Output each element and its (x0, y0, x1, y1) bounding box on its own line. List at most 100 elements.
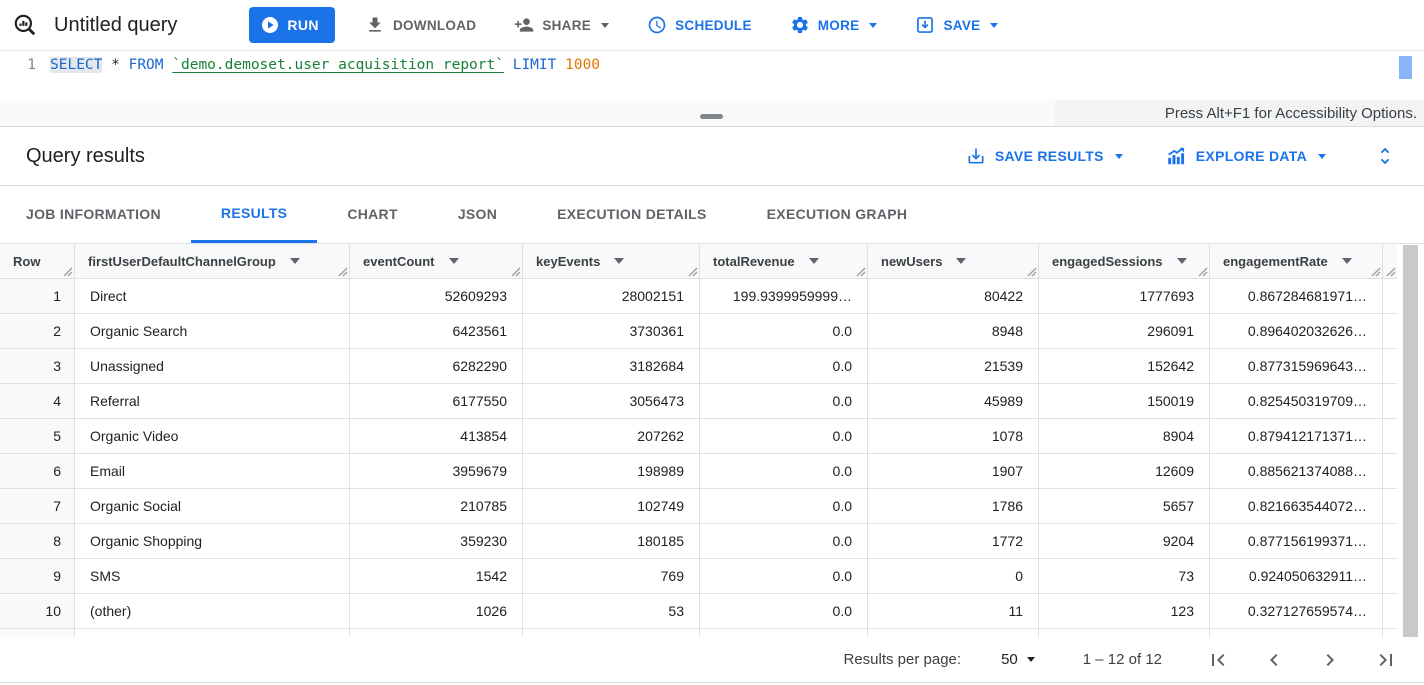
chevron-down-icon (1318, 153, 1326, 159)
save-results-button[interactable]: SAVE RESULTS (966, 146, 1123, 166)
table-cell: 3730361 (523, 314, 700, 349)
sql-code-line[interactable]: 1 SELECT * FROM `demo.demoset.user_acqui… (0, 55, 1424, 76)
first-page-button[interactable] (1206, 648, 1230, 672)
sort-caret-icon[interactable] (1176, 258, 1187, 264)
splitter-drag-handle[interactable] (700, 114, 723, 119)
next-page-button[interactable] (1318, 648, 1342, 672)
table-row: 11Paid Social9371940.0691.0 (0, 629, 1424, 637)
table-cell: 198989 (523, 454, 700, 489)
table-cell: 0.0 (700, 454, 868, 489)
sort-caret-icon[interactable] (448, 258, 459, 264)
tab-json[interactable]: JSON (457, 206, 498, 222)
accessibility-hint: Press Alt+F1 for Accessibility Options. (1054, 100, 1424, 126)
table-vertical-scrollbar[interactable] (1403, 245, 1418, 637)
sort-caret-icon[interactable] (808, 258, 819, 264)
table-cell: 150019 (1039, 384, 1210, 419)
sort-caret-icon[interactable] (289, 258, 300, 264)
tab-execution-details[interactable]: EXECUTION DETAILS (557, 206, 707, 222)
chevron-left-icon (1270, 653, 1278, 666)
column-header-label: Row (13, 253, 41, 269)
table-cell: 296091 (1039, 314, 1210, 349)
column-resize-handle[interactable] (338, 267, 348, 277)
previous-page-button[interactable] (1262, 648, 1286, 672)
page-size-select[interactable]: 50 (1001, 651, 1035, 668)
table-cell: 0.0 (700, 419, 868, 454)
table-cell: 0.0 (700, 384, 868, 419)
table-cell: 1078 (868, 419, 1039, 454)
table-row: 1 Direct 52609293 28002151 199.9399959999… 80… (0, 279, 1424, 314)
query-title: Untitled query (54, 13, 178, 36)
save-button[interactable]: SAVE (907, 7, 1006, 43)
editor-scrollbar-thumb[interactable] (1399, 56, 1412, 79)
column-header-row[interactable]: Row (0, 244, 75, 279)
tab-job-information[interactable]: JOB INFORMATION (26, 206, 161, 222)
share-button[interactable]: SHARE (506, 7, 617, 43)
row-number-cell: 5 (0, 419, 75, 454)
query-tab-icon (12, 12, 38, 38)
table-cell: 1542 (350, 559, 523, 594)
column-resize-handle[interactable] (511, 267, 521, 277)
run-button[interactable]: RUN (249, 7, 335, 43)
table-cell: Paid Social (75, 629, 350, 637)
column-resize-handle[interactable] (1198, 267, 1208, 277)
table-cell: 6423561 (350, 314, 523, 349)
schedule-button[interactable]: SCHEDULE (639, 7, 760, 43)
sort-caret-icon[interactable] (614, 258, 625, 264)
tab-results[interactable]: RESULTS (190, 186, 318, 243)
sort-caret-icon[interactable] (956, 258, 967, 264)
table-cell: 45989 (868, 384, 1039, 419)
sort-caret-icon[interactable] (1341, 258, 1352, 264)
download-button[interactable]: DOWNLOAD (357, 7, 484, 43)
column-header-label: engagedSessions (1052, 253, 1163, 269)
table-cell: 0.877315969643… (1210, 349, 1383, 384)
table-cell: Referral (75, 384, 350, 419)
table-row: 4 Referral 6177550 3056473 0.0 45989 150019 0.8… (0, 384, 1424, 419)
column-header-engagedsessions[interactable]: engagedSessions (1039, 244, 1210, 279)
table-cell: 0.0 (700, 559, 868, 594)
table-cell: 28002151 (523, 279, 700, 314)
save-alt-icon (966, 146, 986, 166)
column-header-keyevents[interactable]: keyEvents (523, 244, 700, 279)
explore-data-button[interactable]: EXPLORE DATA (1165, 145, 1326, 167)
column-resize-handle[interactable] (1027, 267, 1037, 277)
column-resize-handle[interactable] (1386, 267, 1396, 277)
column-resize-handle[interactable] (688, 267, 698, 277)
table-cell: 152642 (1039, 349, 1210, 384)
table-cell: 0.821663544072… (1210, 489, 1383, 524)
column-resize-handle[interactable] (63, 267, 73, 277)
column-header-newusers[interactable]: newUsers (868, 244, 1039, 279)
column-resize-handle[interactable] (856, 267, 866, 277)
line-number: 1 (27, 57, 36, 73)
table-cell: 73 (1039, 559, 1210, 594)
table-cell: Organic Search (75, 314, 350, 349)
row-number-cell: 8 (0, 524, 75, 559)
table-cell: 9204 (1039, 524, 1210, 559)
column-header-eventcount[interactable]: eventCount (350, 244, 523, 279)
table-cell: 6282290 (350, 349, 523, 384)
table-cell: 1907 (868, 454, 1039, 489)
more-button[interactable]: MORE (782, 7, 886, 43)
spacer-cell (1383, 419, 1397, 454)
tab-chart[interactable]: CHART (347, 206, 398, 222)
last-page-button[interactable] (1374, 648, 1398, 672)
sql-editor[interactable]: 1 SELECT * FROM `demo.demoset.user_acqui… (0, 51, 1424, 100)
download-icon (365, 15, 385, 35)
row-number-cell: 7 (0, 489, 75, 524)
column-header-engagementrate[interactable]: engagementRate (1210, 244, 1383, 279)
expand-panel-button[interactable] (1374, 145, 1396, 167)
column-header-firstuserdefaultchannelgroup[interactable]: firstUserDefaultChannelGroup (75, 244, 350, 279)
query-results-title: Query results (26, 144, 145, 167)
table-cell: Email (75, 454, 350, 489)
sql-table-reference[interactable]: `demo.demoset.user_acquisition_report` (172, 57, 504, 73)
play-circle-icon (261, 16, 279, 34)
tab-execution-graph[interactable]: EXECUTION GRAPH (766, 206, 908, 222)
table-row: 6 Email 3959679 198989 0.0 1907 12609 0.8856213… (0, 454, 1424, 489)
table-cell: 0.896402032626… (1210, 314, 1383, 349)
table-cell: Organic Video (75, 419, 350, 454)
table-cell: Unassigned (75, 349, 350, 384)
column-header-label: eventCount (363, 253, 435, 269)
column-resize-handle[interactable] (1371, 267, 1381, 277)
first-page-icon (1212, 653, 1225, 666)
table-cell: 769 (523, 559, 700, 594)
column-header-totalrevenue[interactable]: totalRevenue (700, 244, 868, 279)
